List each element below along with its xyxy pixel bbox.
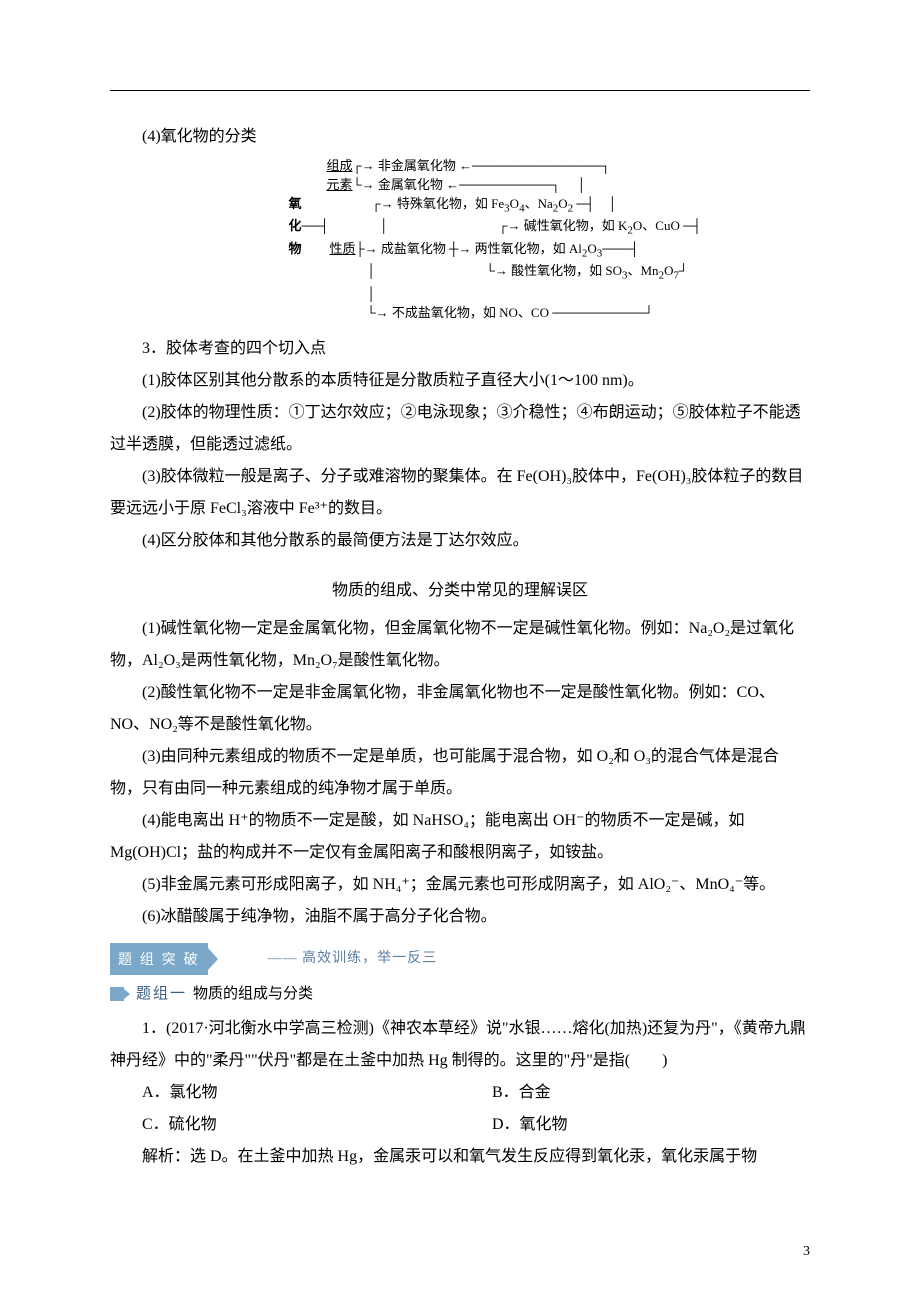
q1-opt-a: A．氯化物 bbox=[110, 1077, 460, 1109]
sec3-p4: (4)区分胶体和其他分散系的最简便方法是丁达尔效应。 bbox=[110, 525, 810, 557]
mis-p1: (1)碱性氧化物一定是金属氧化物，但金属氧化物不一定是碱性氧化物。例如：Na₂O… bbox=[110, 613, 810, 677]
page-number: 3 bbox=[803, 1238, 810, 1266]
q1-stem: 1．(2017·河北衡水中学高三检测)《神农本草经》说"水银……熔化(加热)还复… bbox=[110, 1013, 810, 1077]
heading-sec3: 3．胶体考查的四个切入点 bbox=[110, 333, 810, 365]
banner-right-label: —— 高效训练，举一反三 bbox=[268, 945, 438, 973]
sub-label: 题组一 bbox=[136, 979, 187, 1009]
oxide-diagram: 组成┌→ 非金属氧化物 ←──────────────┐ 元素└→ 金属氧化物 … bbox=[110, 157, 810, 329]
mis-p2: (2)酸性氧化物不一定是非金属氧化物，非金属氧化物也不一定是酸性氧化物。例如：C… bbox=[110, 677, 810, 741]
mis-p4: (4)能电离出 H⁺的物质不一定是酸，如 NaHSO₄；能电离出 OH⁻的物质不… bbox=[110, 805, 810, 869]
mis-p5: (5)非金属元素可形成阳离子，如 NH₄⁺；金属元素也可形成阴离子，如 AlO₂… bbox=[110, 869, 810, 901]
banner-left-label: 题 组 突 破 bbox=[110, 943, 208, 975]
q1-options: A．氯化物 B．合金 C．硫化物 D．氧化物 bbox=[110, 1077, 810, 1141]
sub-text: 物质的组成与分类 bbox=[193, 979, 313, 1009]
heading-sec4: (4)氧化物的分类 bbox=[110, 121, 810, 153]
arrow-icon bbox=[110, 987, 124, 1001]
sec3-p2: (2)胶体的物理性质：①丁达尔效应；②电泳现象；③介稳性；④布朗运动；⑤胶体粒子… bbox=[110, 397, 810, 461]
mis-p3: (3)由同种元素组成的物质不一定是单质，也可能属于混合物，如 O₂和 O₃的混合… bbox=[110, 741, 810, 805]
misunderstanding-title: 物质的组成、分类中常见的理解误区 bbox=[110, 575, 810, 607]
mis-p6: (6)冰醋酸属于纯净物，油脂不属于高分子化合物。 bbox=[110, 901, 810, 933]
sec3-p3: (3)胶体微粒一般是离子、分子或难溶物的聚集体。在 Fe(OH)₃胶体中，Fe(… bbox=[110, 461, 810, 525]
q1-answer: 解析：选 D。在土釜中加热 Hg，金属汞可以和氧气发生反应得到氧化汞，氧化汞属于… bbox=[110, 1141, 810, 1173]
q1-opt-d: D．氧化物 bbox=[460, 1109, 810, 1141]
q1-opt-c: C．硫化物 bbox=[110, 1109, 460, 1141]
sub-banner: 题组一 物质的组成与分类 bbox=[110, 979, 810, 1009]
sec3-p1: (1)胶体区别其他分散系的本质特征是分散质粒子直径大小(1～100 nm)。 bbox=[110, 365, 810, 397]
group-banner: 题 组 突 破 —— 高效训练，举一反三 bbox=[110, 943, 810, 975]
banner-triangle-icon bbox=[208, 948, 218, 970]
top-rule bbox=[110, 90, 810, 91]
q1-opt-b: B．合金 bbox=[460, 1077, 810, 1109]
